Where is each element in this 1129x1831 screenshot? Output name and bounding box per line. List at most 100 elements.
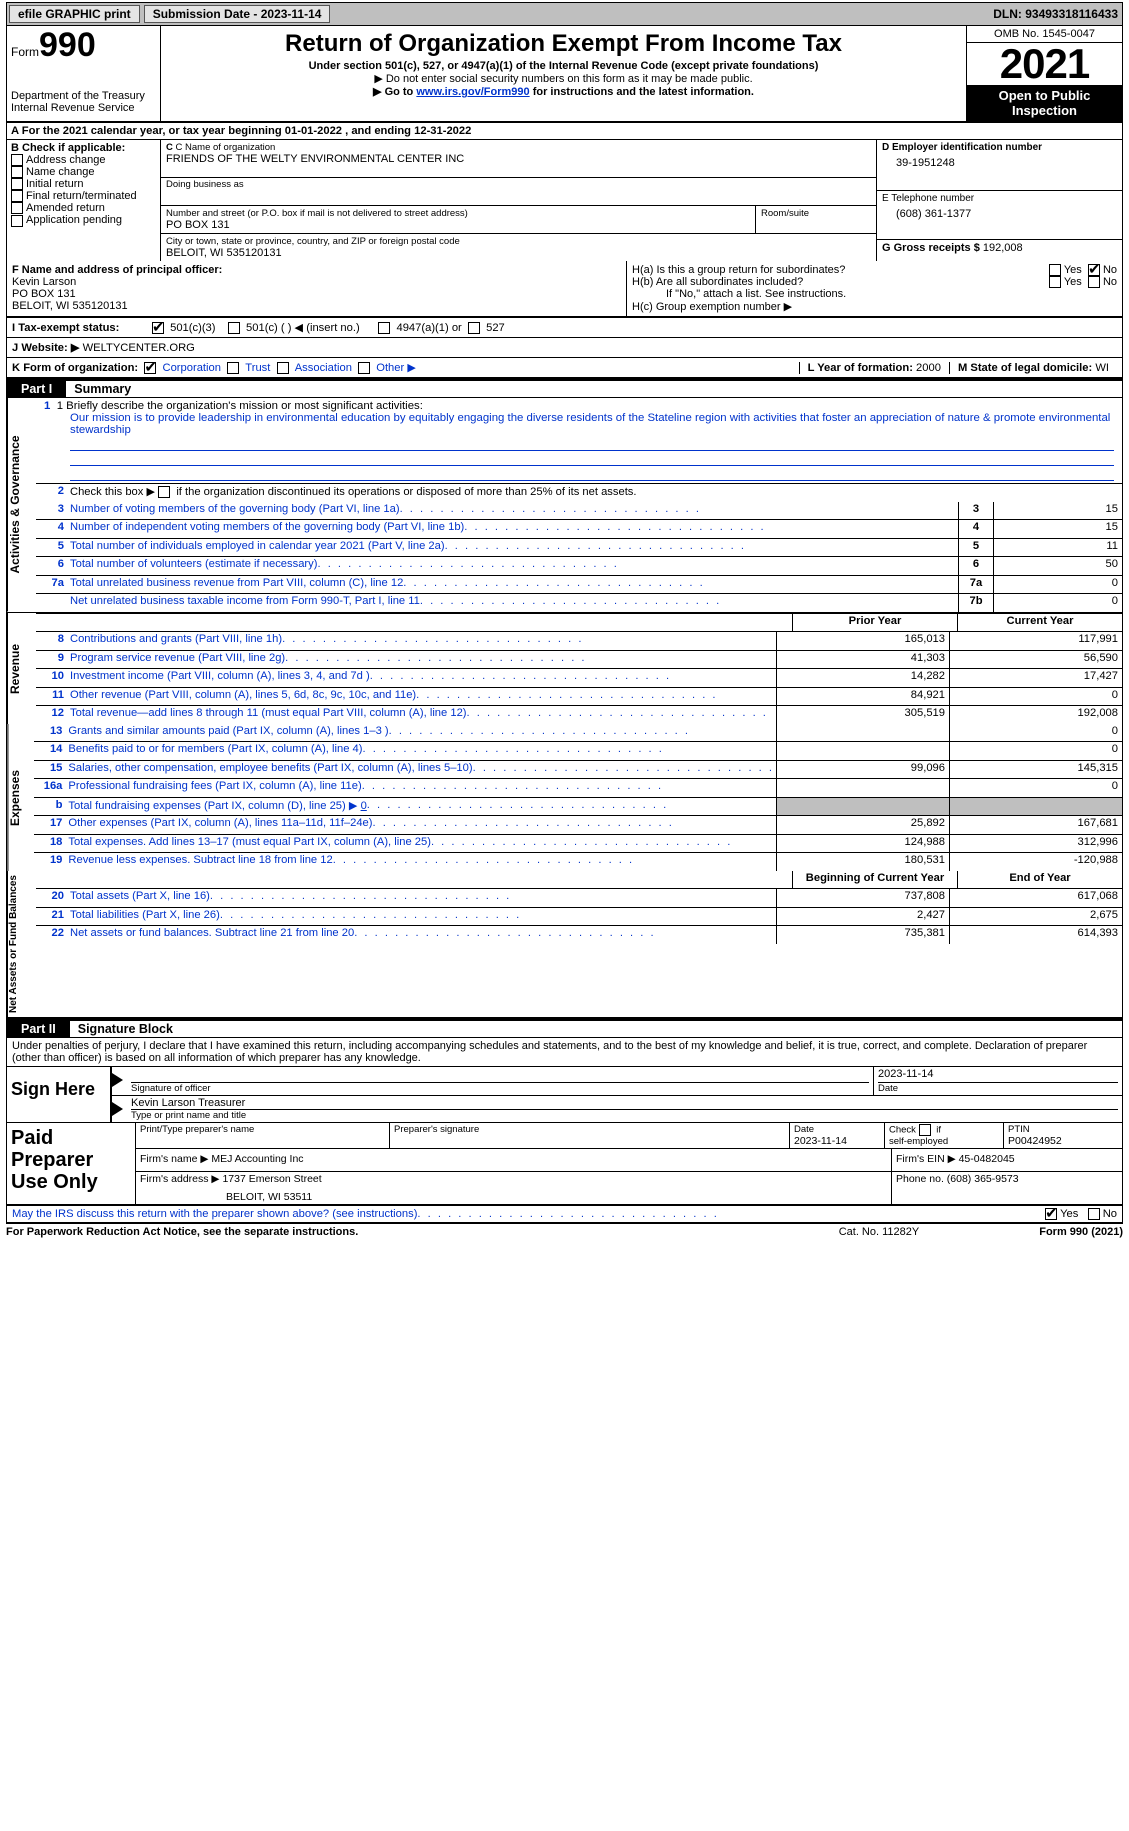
j-lbl: J Website: ▶: [12, 341, 79, 354]
form-foot: Form 990 (2021): [1039, 1226, 1123, 1238]
b-lbl: B Check if applicable:: [11, 142, 156, 154]
entity-block: B Check if applicable: Address change Na…: [6, 140, 1123, 261]
prep-h2: Date: [794, 1124, 880, 1135]
rev-section: Revenue Prior Year Current Year 8Contrib…: [6, 613, 1123, 724]
vlabel-gov: Activities & Governance: [7, 398, 36, 612]
cb-final[interactable]: [11, 190, 23, 202]
declaration: Under penalties of perjury, I declare th…: [7, 1038, 1122, 1067]
preparer-block: Paid Preparer Use Only Print/Type prepar…: [7, 1123, 1122, 1205]
g-lbl: G Gross receipts $: [882, 242, 983, 254]
prep-lbl: Paid Preparer Use Only: [7, 1123, 135, 1204]
addr-lbl: Number and street (or P.O. box if mail i…: [166, 208, 750, 219]
vlabel-na: Net Assets or Fund Balances: [7, 871, 36, 1017]
cb-501c3[interactable]: [152, 322, 164, 334]
sig-date: 2023-11-14: [878, 1068, 1118, 1080]
i-o4: 527: [486, 322, 505, 334]
sig-area: Under penalties of perjury, I declare th…: [6, 1038, 1123, 1206]
cb-discuss-no[interactable]: [1088, 1208, 1100, 1220]
k-assoc: Association: [295, 362, 352, 374]
cb-501c[interactable]: [228, 322, 240, 334]
sig-name: Kevin Larson Treasurer: [131, 1097, 1118, 1109]
room-lbl: Room/suite: [755, 206, 876, 233]
note-link: ▶ Go to www.irs.gov/Form990 for instruct…: [165, 85, 962, 98]
f-name: Kevin Larson: [12, 276, 621, 288]
a-mid: , and ending: [342, 125, 414, 137]
part1-title: Summary: [66, 381, 1122, 397]
submission-btn[interactable]: Submission Date - 2023-11-14: [144, 5, 331, 23]
hdr-py: Prior Year: [792, 614, 957, 632]
line2-txt: if the organization discontinued its ope…: [176, 486, 636, 498]
hb-no: No: [1103, 276, 1117, 288]
mission-lbl: 1 Briefly describe the organization's mi…: [57, 400, 423, 412]
cat-no: Cat. No. 11282Y: [839, 1226, 920, 1238]
k-other: Other ▶: [376, 361, 416, 374]
cb-app[interactable]: [11, 215, 23, 227]
form-no: 990: [39, 26, 96, 64]
b3: Final return/terminated: [26, 190, 137, 202]
cb-hb-no[interactable]: [1088, 276, 1100, 288]
cb-assoc[interactable]: [277, 362, 289, 374]
hc-lbl: H(c) Group exemption number ▶: [632, 300, 1117, 313]
irs-link[interactable]: www.irs.gov/Form990: [416, 86, 529, 98]
cb-init[interactable]: [11, 178, 23, 190]
line-j: J Website: ▶ WELTYCENTER.ORG: [6, 338, 1123, 358]
cb-4947[interactable]: [378, 322, 390, 334]
block-c: C C Name of organization FRIENDS OF THE …: [161, 140, 876, 261]
k-lbl: K Form of organization:: [12, 362, 138, 374]
cb-self-emp[interactable]: [919, 1124, 931, 1136]
exp-section: Expenses 13Grants and similar amounts pa…: [6, 724, 1123, 871]
sig-name-lbl: Type or print name and title: [131, 1109, 1118, 1121]
hb-yes: Yes: [1064, 276, 1082, 288]
city-lbl: City or town, state or province, country…: [166, 236, 871, 247]
mission-block: 1 1 Briefly describe the organization's …: [36, 398, 1122, 484]
form-subtitle: Under section 501(c), 527, or 4947(a)(1)…: [165, 60, 962, 72]
k-trust: Trust: [245, 362, 270, 374]
ha-yes: Yes: [1064, 264, 1082, 276]
cb-amend[interactable]: [11, 202, 23, 214]
na-section: Net Assets or Fund Balances Beginning of…: [6, 871, 1123, 1020]
cb-name[interactable]: [11, 166, 23, 178]
hb-lbl: H(b) Are all subordinates included?: [632, 276, 1049, 288]
cb-other[interactable]: [358, 362, 370, 374]
efile-btn[interactable]: efile GRAPHIC print: [9, 5, 140, 23]
b0: Address change: [26, 154, 106, 166]
i-o1: 501(c)(3): [170, 322, 215, 334]
website: WELTYCENTER.ORG: [83, 342, 195, 354]
sig-date-lbl: Date: [878, 1082, 1118, 1094]
part1-no: Part I: [7, 381, 66, 397]
page-footer: For Paperwork Reduction Act Notice, see …: [6, 1224, 1123, 1240]
sig-officer-lbl: Signature of officer: [131, 1082, 869, 1094]
ph-lbl: Phone no.: [896, 1173, 947, 1185]
cb-ha-no[interactable]: [1088, 264, 1100, 276]
ein: 39-1951248: [882, 153, 1117, 169]
gov-section: Activities & Governance 1 1 Briefly desc…: [6, 398, 1123, 613]
cb-trust[interactable]: [227, 362, 239, 374]
i-o3: 4947(a)(1) or: [396, 322, 461, 334]
prep-h4: PTIN: [1008, 1124, 1118, 1135]
tax-year: 2021: [967, 43, 1122, 85]
f-lbl: F Name and address of principal officer:: [12, 264, 621, 276]
b4: Amended return: [26, 202, 105, 214]
l-lbl: L Year of formation:: [808, 362, 916, 374]
cb-corp[interactable]: [144, 362, 156, 374]
cb-discuss-yes[interactable]: [1045, 1208, 1057, 1220]
cb-addr[interactable]: [11, 154, 23, 166]
org-city: BELOIT, WI 535120131: [166, 247, 871, 259]
cb-527[interactable]: [468, 322, 480, 334]
ha-lbl: H(a) Is this a group return for subordin…: [632, 264, 1049, 276]
cb-ha-yes[interactable]: [1049, 264, 1061, 276]
part2-no: Part II: [7, 1021, 70, 1037]
dba-lbl: Doing business as: [161, 177, 876, 191]
a-beg: 01-01-2022: [285, 125, 342, 137]
cb-discontinued[interactable]: [158, 486, 170, 498]
form-header: Form990 Department of the Treasury Inter…: [6, 26, 1123, 121]
cb-hb-yes[interactable]: [1049, 276, 1061, 288]
d-lbl: D Employer identification number: [882, 142, 1117, 153]
dln-lbl: DLN:: [993, 7, 1025, 21]
block-h: H(a) Is this a group return for subordin…: [627, 261, 1122, 316]
note2b: for instructions and the latest informat…: [530, 86, 754, 98]
block-b: B Check if applicable: Address change Na…: [7, 140, 161, 261]
i-lbl: I Tax-exempt status:: [12, 322, 152, 334]
top-bar: efile GRAPHIC print Submission Date - 20…: [6, 2, 1123, 26]
pra-notice: For Paperwork Reduction Act Notice, see …: [6, 1226, 358, 1238]
